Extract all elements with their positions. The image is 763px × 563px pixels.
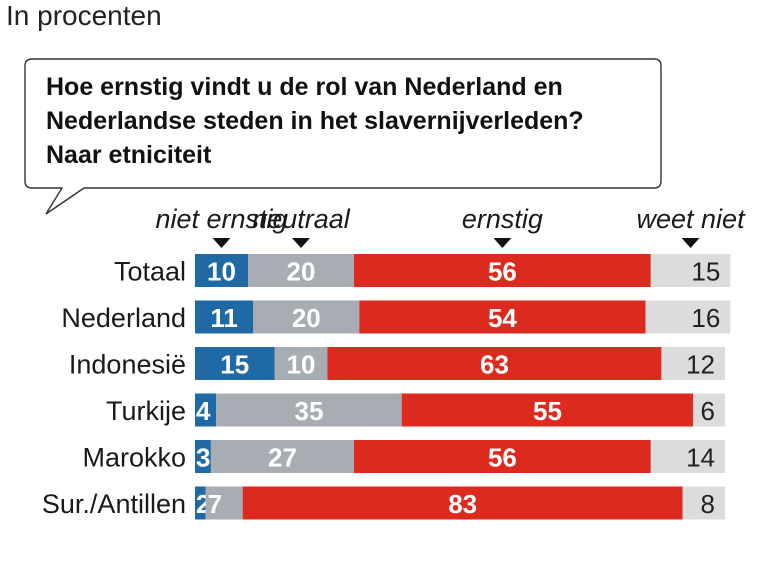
- data-label-ernstig: 63: [480, 350, 509, 380]
- bar-segment-niet-ernstig: [195, 347, 275, 380]
- category-label: Indonesië: [69, 350, 186, 380]
- bar-segment-ernstig: [354, 440, 651, 473]
- bar-segment-neutraal: [253, 300, 360, 334]
- data-label-neutraal: 35: [294, 396, 323, 426]
- data-label-weet-niet: 14: [686, 443, 715, 473]
- category-label: Sur./Antillen: [42, 489, 186, 519]
- bar-segment-weet-niet: [661, 347, 725, 380]
- data-label-weet-niet: 6: [701, 396, 715, 426]
- data-label-neutraal: 27: [268, 443, 297, 473]
- legend-marker-niet-ernstig: [212, 238, 231, 248]
- data-label-ernstig: 55: [533, 396, 562, 426]
- bar-segment-ernstig: [359, 300, 646, 334]
- bar-row-sur-antillen: Sur./Antillen 27 83 8: [42, 486, 725, 520]
- legend-label-neutraal: neutraal: [252, 204, 351, 234]
- bar-segment-neutraal: [210, 440, 354, 473]
- data-label-weet-niet: 15: [691, 257, 720, 287]
- question-text: Hoe ernstig vindt u de rol van Nederland…: [46, 70, 656, 172]
- question-line-3: Naar etniciteit: [46, 141, 212, 169]
- bar-row-nederland: Nederland 11 20 54 16: [61, 300, 731, 334]
- bar-segment-ernstig: [242, 486, 683, 520]
- legend-label-weet-niet: weet niet: [637, 204, 747, 234]
- data-label-neutraal: 20: [287, 257, 316, 287]
- bar-segment-neutraal: [205, 486, 243, 520]
- bar-segment-weet-niet: [650, 254, 731, 287]
- question-bubble: Hoe ernstig vindt u de rol van Nederland…: [24, 58, 662, 215]
- bar-segment-ernstig: [401, 393, 694, 427]
- bar-segment-niet-ernstig: [195, 254, 248, 287]
- bar-segment-niet-ernstig: [195, 300, 254, 334]
- bar-segment-niet-ernstig: [195, 486, 206, 520]
- category-label: Nederland: [61, 303, 186, 333]
- data-label-weet-niet: 8: [701, 489, 715, 519]
- bar-segment-weet-niet: [650, 440, 725, 473]
- bar-segment-ernstig: [354, 254, 651, 287]
- bar-segment-weet-niet: [682, 486, 725, 520]
- bar-segment-niet-ernstig: [195, 440, 211, 473]
- data-label-neutraal: 20: [292, 303, 321, 333]
- bar-row-turkije: Turkije 4 35 55 6: [106, 393, 725, 427]
- data-label-niet-ernstig: 15: [220, 350, 249, 380]
- data-label-niet-ernstig: 11: [210, 303, 238, 333]
- bar-segment-ernstig: [327, 347, 662, 380]
- legend-label-ernstig: ernstig: [462, 204, 543, 234]
- bar-row-marokko: Marokko 3 27 56 14: [82, 440, 725, 473]
- bar-segment-neutraal: [274, 347, 328, 380]
- data-label-ernstig: 56: [488, 257, 517, 287]
- data-label-neutraal: 10: [287, 350, 316, 380]
- data-label-niet-ernstig: 10: [207, 257, 236, 287]
- data-label-niet-ernstig: 3: [196, 443, 210, 473]
- data-label-neutraal: 7: [208, 489, 222, 519]
- bar-segment-neutraal: [248, 254, 354, 287]
- bar-segment-niet-ernstig: [195, 393, 217, 427]
- legend-label-niet-ernstig: niet ernstig: [155, 204, 287, 234]
- legend-marker-weet-niet: [681, 238, 700, 248]
- bar-row-totaal: Totaal 10 20 56 15: [114, 254, 731, 287]
- subtitle: In procenten: [6, 0, 162, 31]
- question-line-1: Hoe ernstig vindt u de rol van Nederland…: [46, 73, 563, 101]
- category-label: Marokko: [82, 443, 186, 473]
- legend-marker-ernstig: [493, 238, 512, 248]
- legend-marker-neutraal: [292, 238, 310, 248]
- bar-segment-weet-niet: [645, 300, 731, 334]
- category-label: Turkije: [106, 396, 186, 426]
- data-label-weet-niet: 12: [686, 350, 715, 380]
- data-label-ernstig: 54: [488, 303, 517, 333]
- category-label: Totaal: [114, 257, 186, 287]
- data-label-niet-ernstig: 4: [196, 396, 211, 426]
- speech-bubble-outline: [24, 58, 662, 215]
- data-label-ernstig: 83: [448, 489, 477, 519]
- question-line-2: Nederlandse steden in het slavernijverle…: [46, 107, 584, 135]
- bar-segment-neutraal: [216, 393, 402, 427]
- bar-row-indonesi: Indonesië 15 10 63 12: [69, 347, 725, 380]
- data-label-weet-niet: 16: [691, 303, 720, 333]
- bar-segment-weet-niet: [693, 393, 725, 427]
- data-label-ernstig: 56: [488, 443, 517, 473]
